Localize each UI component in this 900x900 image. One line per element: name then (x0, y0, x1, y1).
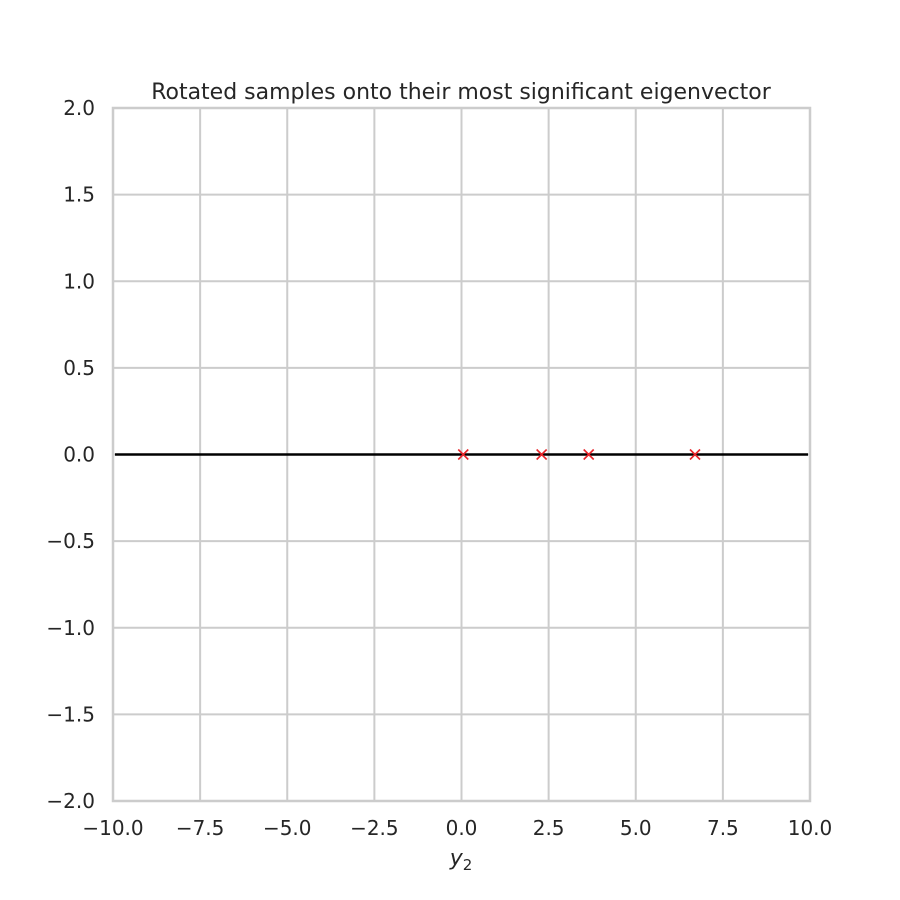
x-axis-label: y2 (449, 846, 473, 874)
x-tick-label: −10.0 (82, 816, 143, 840)
x-tick-label: 2.5 (533, 816, 565, 840)
y-tick-label: −0.5 (46, 529, 95, 553)
y-tick-label: 1.5 (63, 183, 95, 207)
x-tick-label: −2.5 (350, 816, 399, 840)
x-tick-labels: −10.0 −7.5 −5.0 −2.5 0.0 2.5 5.0 7.5 10.0 (82, 816, 832, 840)
y-tick-label: 2.0 (63, 96, 95, 120)
data-point (457, 448, 469, 461)
y-tick-label: −1.0 (46, 616, 95, 640)
x-tick-label: 7.5 (707, 816, 739, 840)
y-tick-label: −2.0 (46, 789, 95, 813)
y-tick-labels: 2.0 1.5 1.0 0.5 0.0 −0.5 −1.0 −1.5 −2.0 (46, 96, 95, 813)
x-axis-label-main: y (449, 846, 464, 871)
x-axis-label-subscript: 2 (463, 856, 473, 874)
x-tick-label: 10.0 (788, 816, 833, 840)
data-point (689, 448, 701, 461)
data-points (457, 448, 701, 461)
chart-title: Rotated samples onto their most signific… (151, 80, 772, 105)
y-tick-label: 0.5 (63, 356, 95, 380)
y-tick-label: 1.0 (63, 269, 95, 293)
x-tick-label: −7.5 (176, 816, 225, 840)
y-tick-label: −1.5 (46, 702, 95, 726)
data-point (536, 448, 548, 461)
x-tick-label: 5.0 (620, 816, 652, 840)
data-point (583, 448, 595, 461)
x-tick-label: 0.0 (446, 816, 478, 840)
x-tick-label: −5.0 (263, 816, 312, 840)
y-tick-label: 0.0 (63, 443, 95, 467)
plot-area-frame (111, 106, 812, 803)
